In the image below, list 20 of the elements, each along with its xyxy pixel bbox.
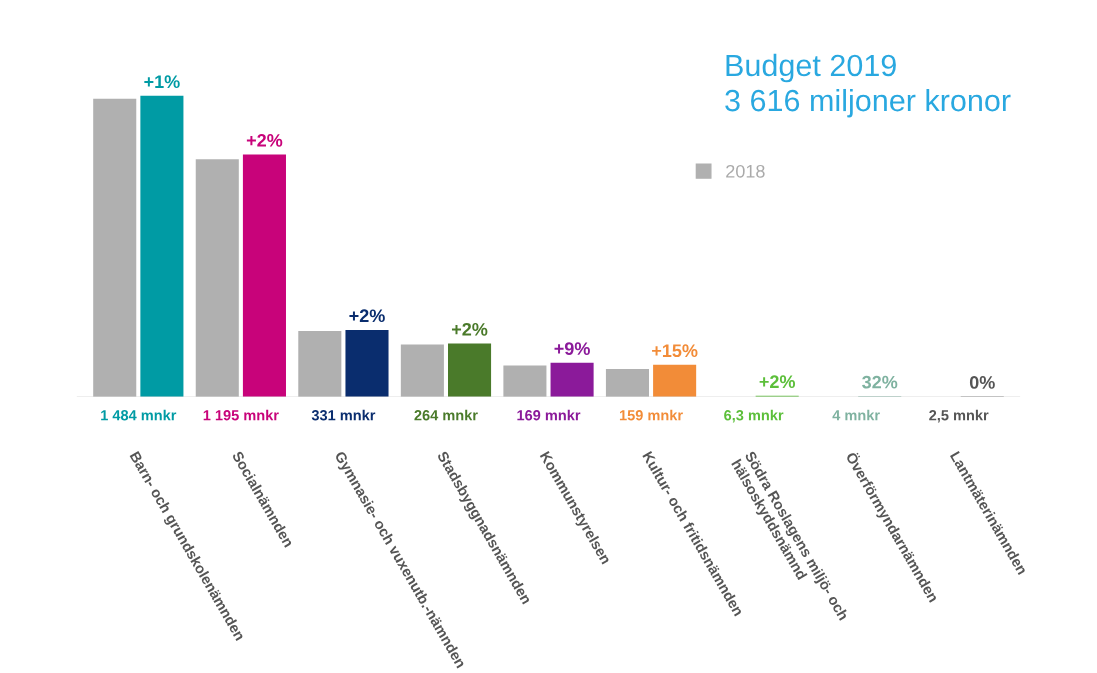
data-label: 4 mnkr bbox=[832, 409, 880, 421]
annotation: 0% bbox=[969, 376, 995, 389]
annotation: +2% bbox=[349, 309, 385, 323]
data-label: 159 mnkr bbox=[619, 409, 683, 421]
data-label: 1 484 mnkr bbox=[101, 409, 177, 421]
annotation: +15% bbox=[652, 344, 698, 358]
chart-title: Budget 2019 3 616 miljoner kronor bbox=[725, 53, 1011, 118]
annotation: +2% bbox=[451, 322, 488, 336]
data-label: 2,5 mnkr bbox=[929, 409, 989, 423]
annotation: 32% bbox=[862, 375, 898, 389]
data-label: 331 mnkr bbox=[311, 409, 376, 421]
legend-label: 2018 bbox=[726, 164, 765, 178]
annotation: +2% bbox=[759, 375, 796, 389]
data-label: 6,3 mnkr bbox=[724, 409, 784, 423]
data-label: 169 mnkr bbox=[517, 409, 581, 421]
annotation: +1% bbox=[144, 75, 180, 89]
annotation: +9% bbox=[554, 342, 590, 356]
data-label: 1 195 mnkr bbox=[203, 409, 279, 421]
data-label: 264 mnkr bbox=[414, 409, 478, 421]
annotation: +2% bbox=[246, 133, 283, 147]
